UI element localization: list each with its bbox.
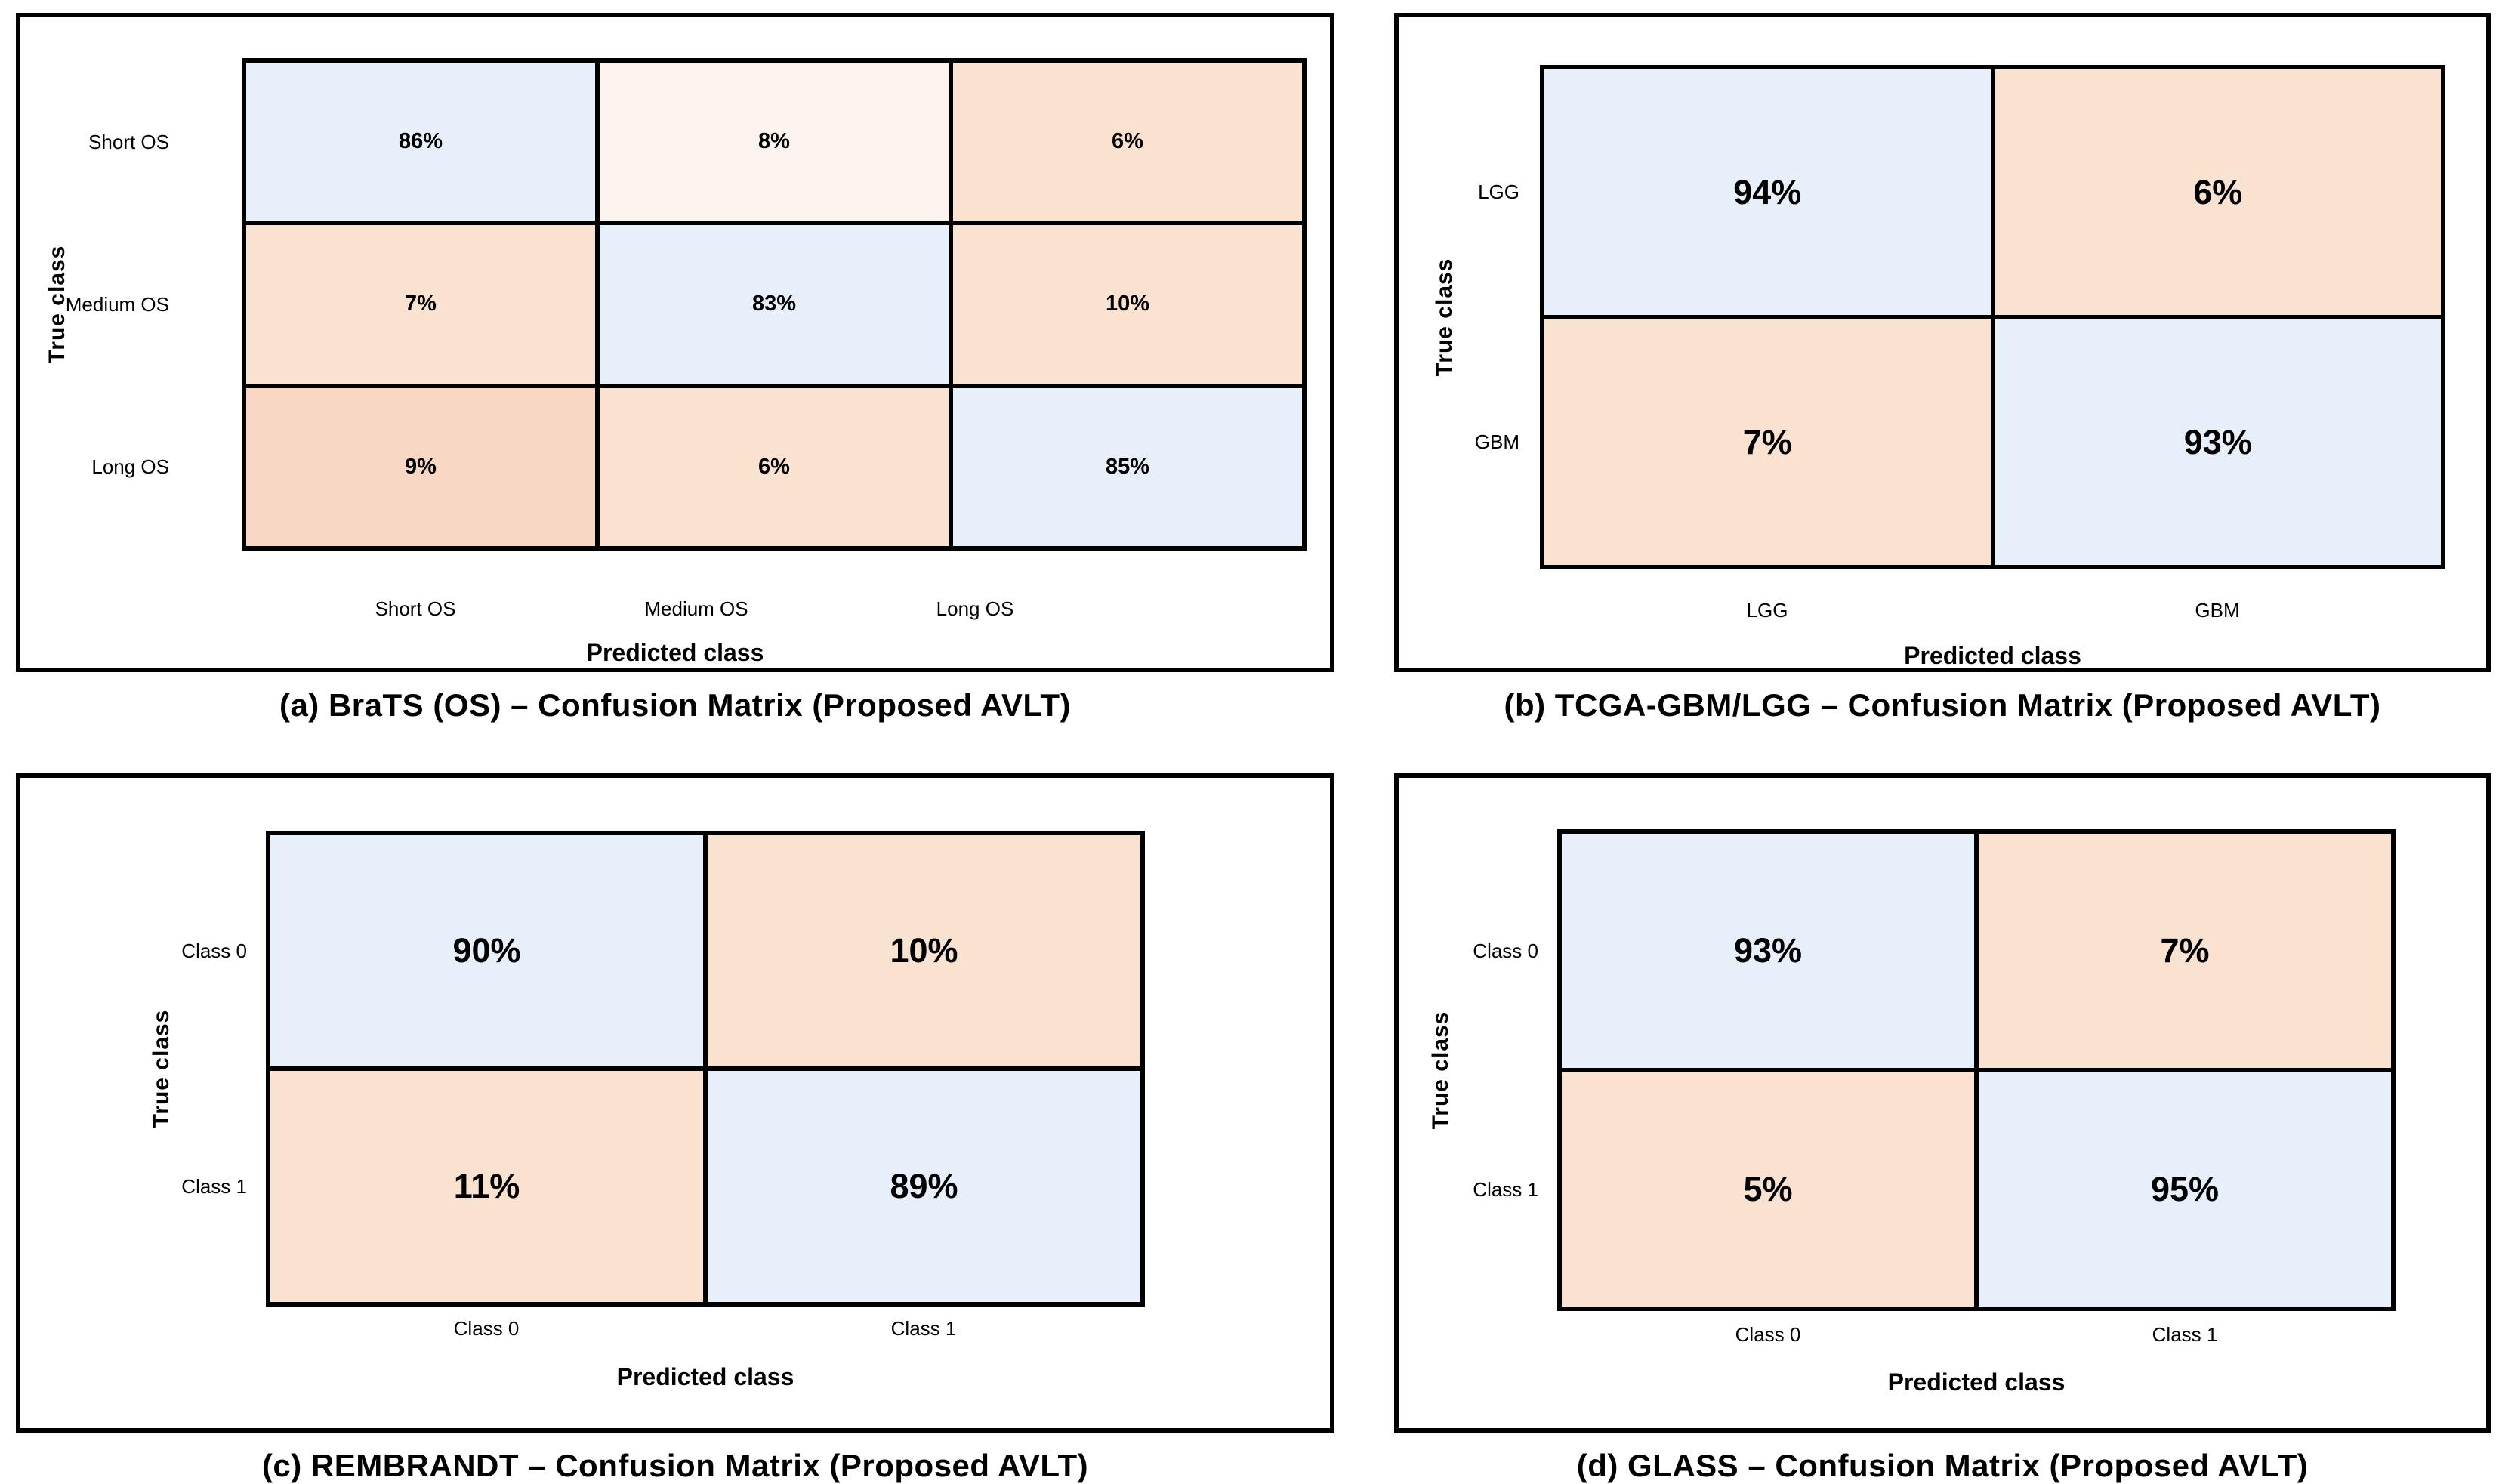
matrix-cell: 10%: [708, 835, 1140, 1066]
col-label: Class 0: [1735, 1323, 1801, 1346]
matrix-cell: 6%: [953, 63, 1302, 221]
figure-glass: True class Class 0 Class 1 93% 7% 5% 95%…: [1394, 773, 2491, 1484]
matrix-cell: 6%: [1995, 69, 2441, 315]
col-label: Short OS: [375, 597, 456, 620]
matrix-cell: 89%: [708, 1071, 1140, 1302]
matrix-cell: 11%: [270, 1071, 703, 1302]
x-axis-title: Predicted class: [1887, 1368, 2066, 1396]
matrix-cell: 7%: [1979, 834, 2391, 1068]
row-label: Class 1: [1473, 1178, 1538, 1201]
matrix-cell: 5%: [1562, 1072, 1974, 1307]
matrix-cell: 95%: [1979, 1072, 2391, 1307]
x-axis-title: Predicted class: [616, 1363, 794, 1390]
confusion-matrix: 86% 8% 6% 7% 83% 10% 9% 6% 85%: [242, 58, 1307, 551]
confusion-matrix: 90% 10% 11% 89%: [266, 831, 1145, 1307]
matrix-cell: 10%: [953, 225, 1302, 384]
matrix-cell: 6%: [600, 387, 949, 546]
row-label: Short OS: [88, 131, 169, 153]
matrix-cell: 83%: [600, 225, 949, 384]
figure-tcga-gbm-lgg: True class LGG GBM 94% 6% 7% 93% LGG GBM…: [1394, 13, 2491, 723]
matrix-cell: 94%: [1544, 69, 1991, 315]
col-label: LGG: [1746, 599, 1788, 622]
col-label: GBM: [2195, 599, 2240, 622]
panel-glass: True class Class 0 Class 1 93% 7% 5% 95%…: [1394, 773, 2491, 1433]
matrix-cell: 93%: [1562, 834, 1974, 1068]
confusion-matrix: 93% 7% 5% 95%: [1557, 829, 2396, 1311]
matrix-cell: 9%: [246, 387, 595, 546]
row-label: LGG: [1478, 180, 1519, 203]
col-label: Medium OS: [644, 597, 748, 620]
confusion-matrix: 94% 6% 7% 93%: [1540, 65, 2445, 569]
figure-brats-os: True class Short OS Medium OS Long OS 86…: [16, 13, 1334, 723]
y-axis-title: True class: [1428, 1010, 1453, 1130]
row-label: Medium OS: [65, 293, 169, 316]
matrix-cell: 86%: [246, 63, 595, 221]
y-axis-title: True class: [1432, 258, 1457, 377]
col-label: Class 1: [2152, 1323, 2218, 1346]
panel-rembrandt: True class Class 0 Class 1 90% 10% 11% 8…: [16, 773, 1334, 1433]
x-axis-title: Predicted class: [586, 639, 764, 666]
matrix-cell: 85%: [953, 387, 1302, 546]
row-label: GBM: [1474, 430, 1519, 453]
matrix-cell: 8%: [600, 63, 949, 221]
matrix-cell: 90%: [270, 835, 703, 1066]
col-label: Class 0: [453, 1317, 520, 1340]
figure-caption: (b) TCGA-GBM/LGG – Confusion Matrix (Pro…: [1504, 687, 2381, 723]
panel-brats-os: True class Short OS Medium OS Long OS 86…: [16, 13, 1334, 672]
figure-caption: (d) GLASS – Confusion Matrix (Proposed A…: [1576, 1448, 2309, 1483]
row-label: Class 0: [181, 939, 247, 962]
figure-rembrandt: True class Class 0 Class 1 90% 10% 11% 8…: [16, 773, 1334, 1484]
matrix-cell: 7%: [1544, 319, 1991, 565]
figure-caption: (c) REMBRANDT – Confusion Matrix (Propos…: [261, 1448, 1089, 1483]
y-axis-title: True class: [149, 1009, 174, 1128]
row-label: Class 1: [181, 1175, 247, 1198]
panel-tcga-gbm-lgg: True class LGG GBM 94% 6% 7% 93% LGG GBM…: [1394, 13, 2491, 672]
x-axis-title: Predicted class: [1904, 642, 2081, 669]
matrix-cell: 7%: [246, 225, 595, 384]
row-label: Long OS: [91, 455, 169, 478]
matrix-cell: 93%: [1995, 319, 2441, 565]
row-label: Class 0: [1473, 939, 1538, 962]
col-label: Long OS: [936, 597, 1014, 620]
figure-caption: (a) BraTS (OS) – Confusion Matrix (Propo…: [279, 687, 1072, 723]
col-label: Class 1: [890, 1317, 957, 1340]
